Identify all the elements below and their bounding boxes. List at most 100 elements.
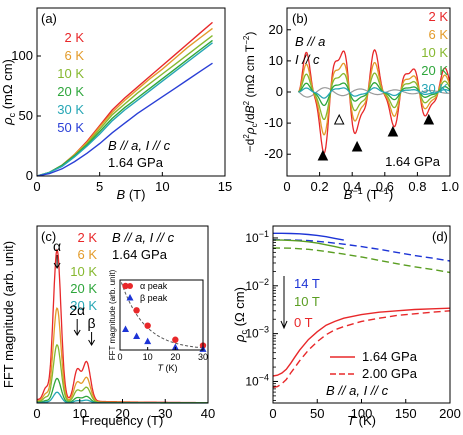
panel-a-xtick-label: 15 xyxy=(218,179,232,194)
field-text: B // a, I // c xyxy=(326,383,389,398)
legend-entry: 20 K xyxy=(70,281,97,296)
inset-x-axis-label: T (K) xyxy=(158,363,178,373)
panel-d-xtick-label: 100 xyxy=(351,406,373,421)
panel-d-ytick-label: 10−4 xyxy=(245,372,269,388)
legend-entry: 2 K xyxy=(77,230,97,245)
panel-d-xtick-label: 50 xyxy=(310,406,324,421)
panel-b-ytick-label: 20 xyxy=(269,22,283,37)
pressure-text: 1.64 GPa xyxy=(112,247,168,262)
peak-arrow-head xyxy=(73,329,81,336)
inset: 0 10 20 30 T (K) FFT magnitude (arb. unit) α p… xyxy=(105,269,208,373)
legend-label: 2.00 GPa xyxy=(362,366,418,381)
series-line xyxy=(272,239,451,262)
panel-a-ytick-label: 50 xyxy=(19,108,33,123)
field-arrow-head xyxy=(280,320,288,330)
inset-xtick-label: 30 xyxy=(198,352,208,362)
x-axis-label: Frequency (T) xyxy=(82,413,164,428)
field-text: B // a xyxy=(295,34,325,49)
legend-entry: 6 K xyxy=(77,247,97,262)
series-line xyxy=(298,72,451,121)
panel-c-xtick-label: 40 xyxy=(201,406,215,421)
inset-xtick-label: 0 xyxy=(117,352,122,362)
y-axis-label: ρc (mΩ cm) xyxy=(0,59,17,126)
beta-peak-point xyxy=(133,332,141,340)
series-line xyxy=(36,62,213,177)
panel-c-xtick-label: 30 xyxy=(158,406,172,421)
legend-entry: 30 K xyxy=(57,102,84,117)
series-line xyxy=(272,310,451,389)
legend-entry: 20 K xyxy=(421,63,448,78)
legend-label: 1.64 GPa xyxy=(362,349,418,364)
panel-a-xtick-label: 5 xyxy=(96,179,103,194)
alpha-peak-point xyxy=(144,322,151,329)
legend-entry: 10 K xyxy=(421,45,448,60)
peak-label: α xyxy=(53,238,61,254)
series-line xyxy=(297,61,451,136)
peak-arrow-head xyxy=(88,339,96,346)
field-label: 0 T xyxy=(294,315,313,330)
inset-y-axis-label: FFT magnitude (arb. unit) xyxy=(108,269,117,360)
legend-entry: 50 K xyxy=(57,120,84,135)
legend-entry: 2 K xyxy=(64,30,84,45)
panel-label: (a) xyxy=(41,11,57,26)
legend-entry: 30 K xyxy=(421,81,448,96)
panel-b-xtick-label: 0.8 xyxy=(408,179,426,194)
pressure-text: 1.64 GPa xyxy=(385,154,441,169)
peak-label: 2α xyxy=(69,302,85,318)
legend-entry: 10 K xyxy=(57,66,84,81)
legend-entry: 2 K xyxy=(428,9,448,24)
panel-a: 0 5 10 15 0 50 100 (a) 2 K 6 K 10 K 20 K 30 K 50 K B /… xyxy=(0,7,232,202)
panel-c-xtick-label: 20 xyxy=(115,406,129,421)
panel-b-ytick-label: 0 xyxy=(276,84,283,99)
panel-b-ytick-label: 10 xyxy=(269,53,283,68)
series-line xyxy=(298,87,450,99)
series-line xyxy=(272,307,451,377)
panel-d: 0 50 100 150 200 10−4 10−3 10−2 10−1 (d) 14 T 10 T 0… xyxy=(232,225,461,428)
panel-d-xtick-label: 150 xyxy=(395,406,417,421)
inset-legend-label: β peak xyxy=(140,293,168,303)
series-line xyxy=(297,87,450,98)
legend-entry: 6 K xyxy=(64,48,84,63)
panel-b-ytick-label: -20 xyxy=(264,146,283,161)
series-line xyxy=(273,232,344,241)
panel-b-xtick-label: 0 xyxy=(283,179,290,194)
inset-xtick-label: 20 xyxy=(170,352,180,362)
pressure-text: 1.64 GPa xyxy=(108,155,164,170)
field-text: B // a, I // c xyxy=(108,138,171,153)
field-text: B // a, I // c xyxy=(112,230,175,245)
panel-b: 0 0.2 0.4 0.6 0.8 1.0 -20 -10 0 10 20 (b) 2 K 6 K 10 K… xyxy=(242,7,459,202)
panel-b-xtick-label: 0.2 xyxy=(311,179,329,194)
peak-arrow-head xyxy=(53,262,61,269)
panel-b-xtick-label: 0.4 xyxy=(343,179,361,194)
series-line xyxy=(36,42,213,177)
field-label: 10 T xyxy=(294,294,320,309)
alpha-peak-point xyxy=(172,336,179,343)
inset-legend-label: α peak xyxy=(140,281,168,291)
inset-xtick-label: 10 xyxy=(143,352,153,362)
panel-b-xtick-label: 0.6 xyxy=(376,179,394,194)
panel-d-xtick-label: 0 xyxy=(269,406,276,421)
y-axis-label: ρc (Ω cm) xyxy=(232,287,249,343)
panel-a-xtick-label: 10 xyxy=(155,179,169,194)
field-text: I // c xyxy=(295,52,320,67)
legend-entry: 6 K xyxy=(428,27,448,42)
axes-frame xyxy=(36,7,226,177)
panel-a-xtick-label: 0 xyxy=(33,179,40,194)
inset-background xyxy=(105,280,203,372)
alpha-peak-marker xyxy=(317,149,329,161)
field-label: 14 T xyxy=(294,276,320,291)
panel-c: 0 10 20 30 40 (c) 2 K 6 K 10 K 20 K 30 K B // a, I … xyxy=(1,225,215,428)
panel-b-xtick-label: 1.0 xyxy=(441,179,459,194)
panel-label: (c) xyxy=(41,229,56,244)
y-axis-label: −d2ρc/dB2 (mΩ cm T−2) xyxy=(242,32,259,153)
alpha-peak-marker xyxy=(351,140,363,152)
panel-d-ytick-label: 10−3 xyxy=(245,325,269,341)
beta-peak-marker xyxy=(333,113,345,125)
panel-d-ytick-label: 10−2 xyxy=(245,277,269,293)
legend-entry: 10 K xyxy=(70,264,97,279)
alpha-peak-marker xyxy=(423,113,435,125)
panel-c-xtick-label: 10 xyxy=(73,406,87,421)
alpha-peak-point xyxy=(133,307,140,314)
legend-entry: 30 K xyxy=(70,298,97,313)
